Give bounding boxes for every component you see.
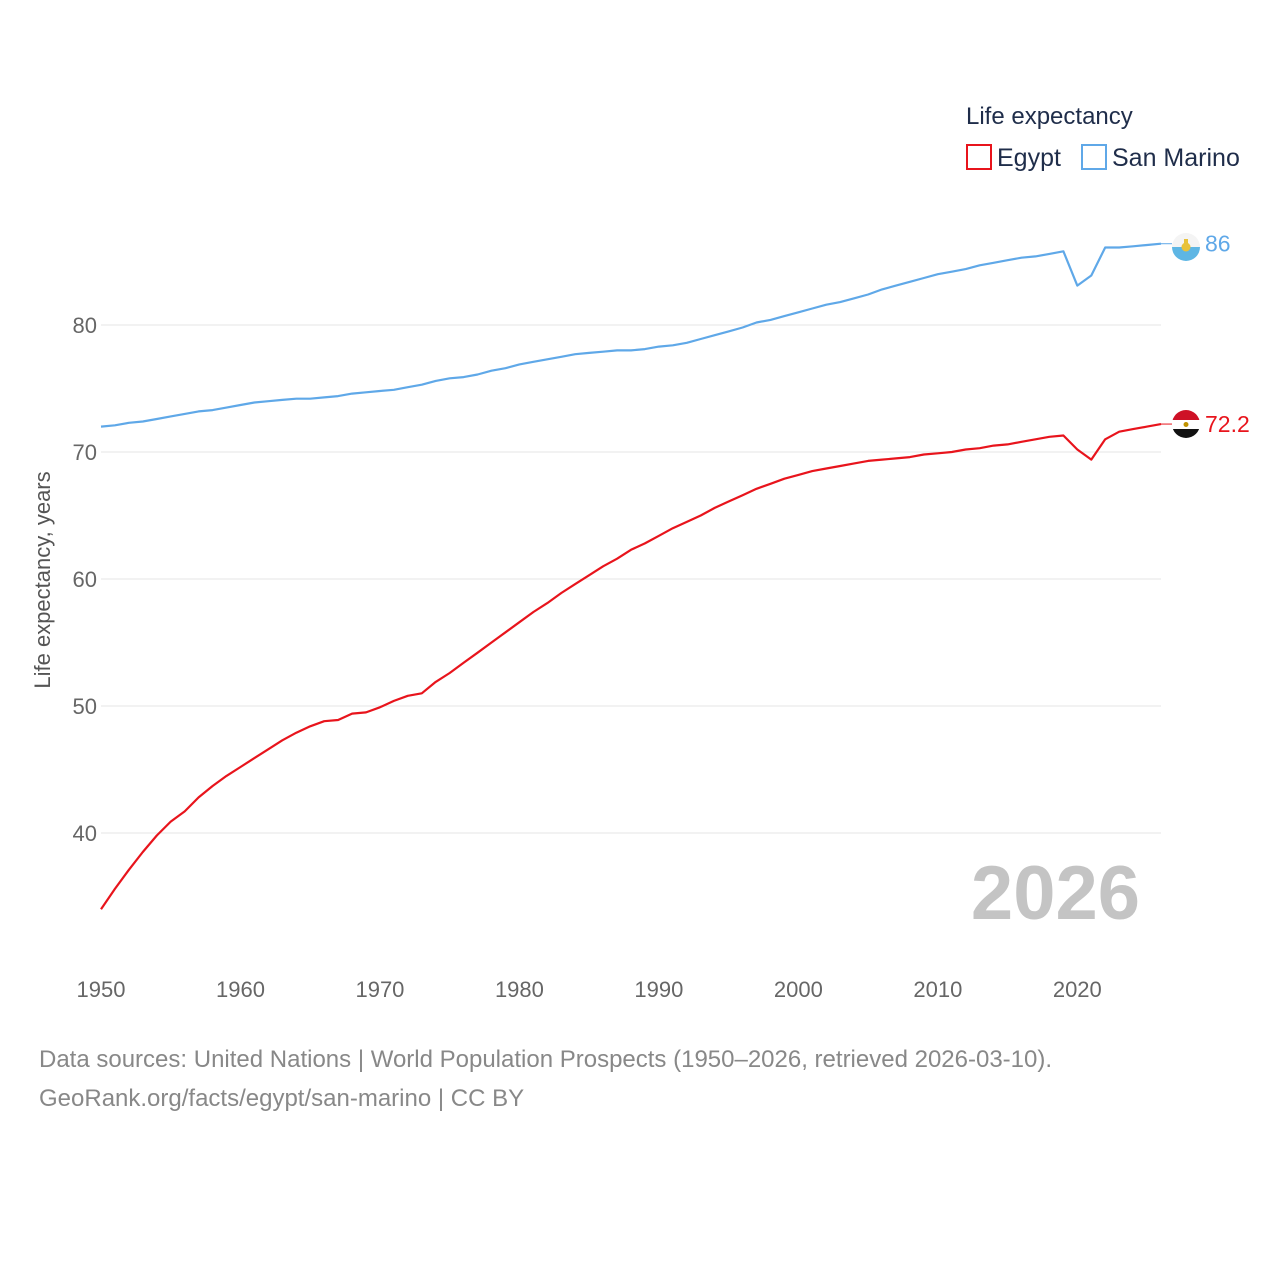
- y-tick-label: 50: [73, 694, 97, 719]
- x-tick-label: 2010: [913, 977, 962, 1002]
- legend-title: Life expectancy: [966, 103, 1133, 130]
- legend-item-san-marino[interactable]: San Marino: [1081, 144, 1240, 172]
- series-line-san-marino: [100, 242, 1162, 428]
- legend-label-san-marino: San Marino: [1112, 144, 1240, 172]
- legend-item-egypt[interactable]: Egypt: [966, 144, 1061, 172]
- legend-swatch-san-marino: [1081, 144, 1107, 170]
- x-tick-label: 2000: [774, 977, 823, 1002]
- egypt-flag-icon: [1172, 410, 1200, 438]
- current-year-watermark: 2026: [971, 851, 1140, 936]
- x-tick-label: 1980: [495, 977, 544, 1002]
- legend-swatch-egypt: [966, 144, 992, 170]
- y-tick-label: 40: [73, 821, 97, 846]
- footer: Data sources: United Nations | World Pop…: [39, 1040, 1259, 1118]
- x-tick-label: 1970: [355, 977, 404, 1002]
- x-tick-label: 1960: [216, 977, 265, 1002]
- data-sources-note: Data sources: United Nations | World Pop…: [39, 1046, 1053, 1073]
- y-tick-label: 80: [73, 313, 97, 338]
- x-axis-ticks: 1950 1960 1970 1980 1990 2000 2010 2020: [77, 977, 1102, 1002]
- end-labels: 72.2 86: [1161, 231, 1250, 437]
- san-marino-flag-icon: [1172, 233, 1200, 261]
- series-line-egypt: [100, 423, 1162, 910]
- y-tick-label: 70: [73, 440, 97, 465]
- end-label-san-marino: 86: [1205, 231, 1231, 257]
- x-tick-label: 1990: [634, 977, 683, 1002]
- y-axis-title: Life expectancy, years: [30, 471, 55, 688]
- legend-label-egypt: Egypt: [997, 144, 1061, 172]
- attribution-link[interactable]: GeoRank.org/facts/egypt/san-marino | CC …: [39, 1085, 525, 1112]
- end-label-egypt: 72.2: [1205, 411, 1250, 437]
- y-axis-ticks: 40 50 60 70 80: [73, 313, 97, 846]
- x-tick-label: 1950: [77, 977, 126, 1002]
- x-tick-label: 2020: [1053, 977, 1102, 1002]
- series-lines: [100, 242, 1162, 910]
- gridlines: [101, 324, 1161, 834]
- legend[interactable]: Life expectancy Egypt San Marino: [966, 103, 1240, 172]
- y-tick-label: 60: [73, 567, 97, 592]
- line-chart: 40 50 60 70 80 1950 1960 1970 1980 1990 2000 2010 2…: [30, 103, 1250, 1002]
